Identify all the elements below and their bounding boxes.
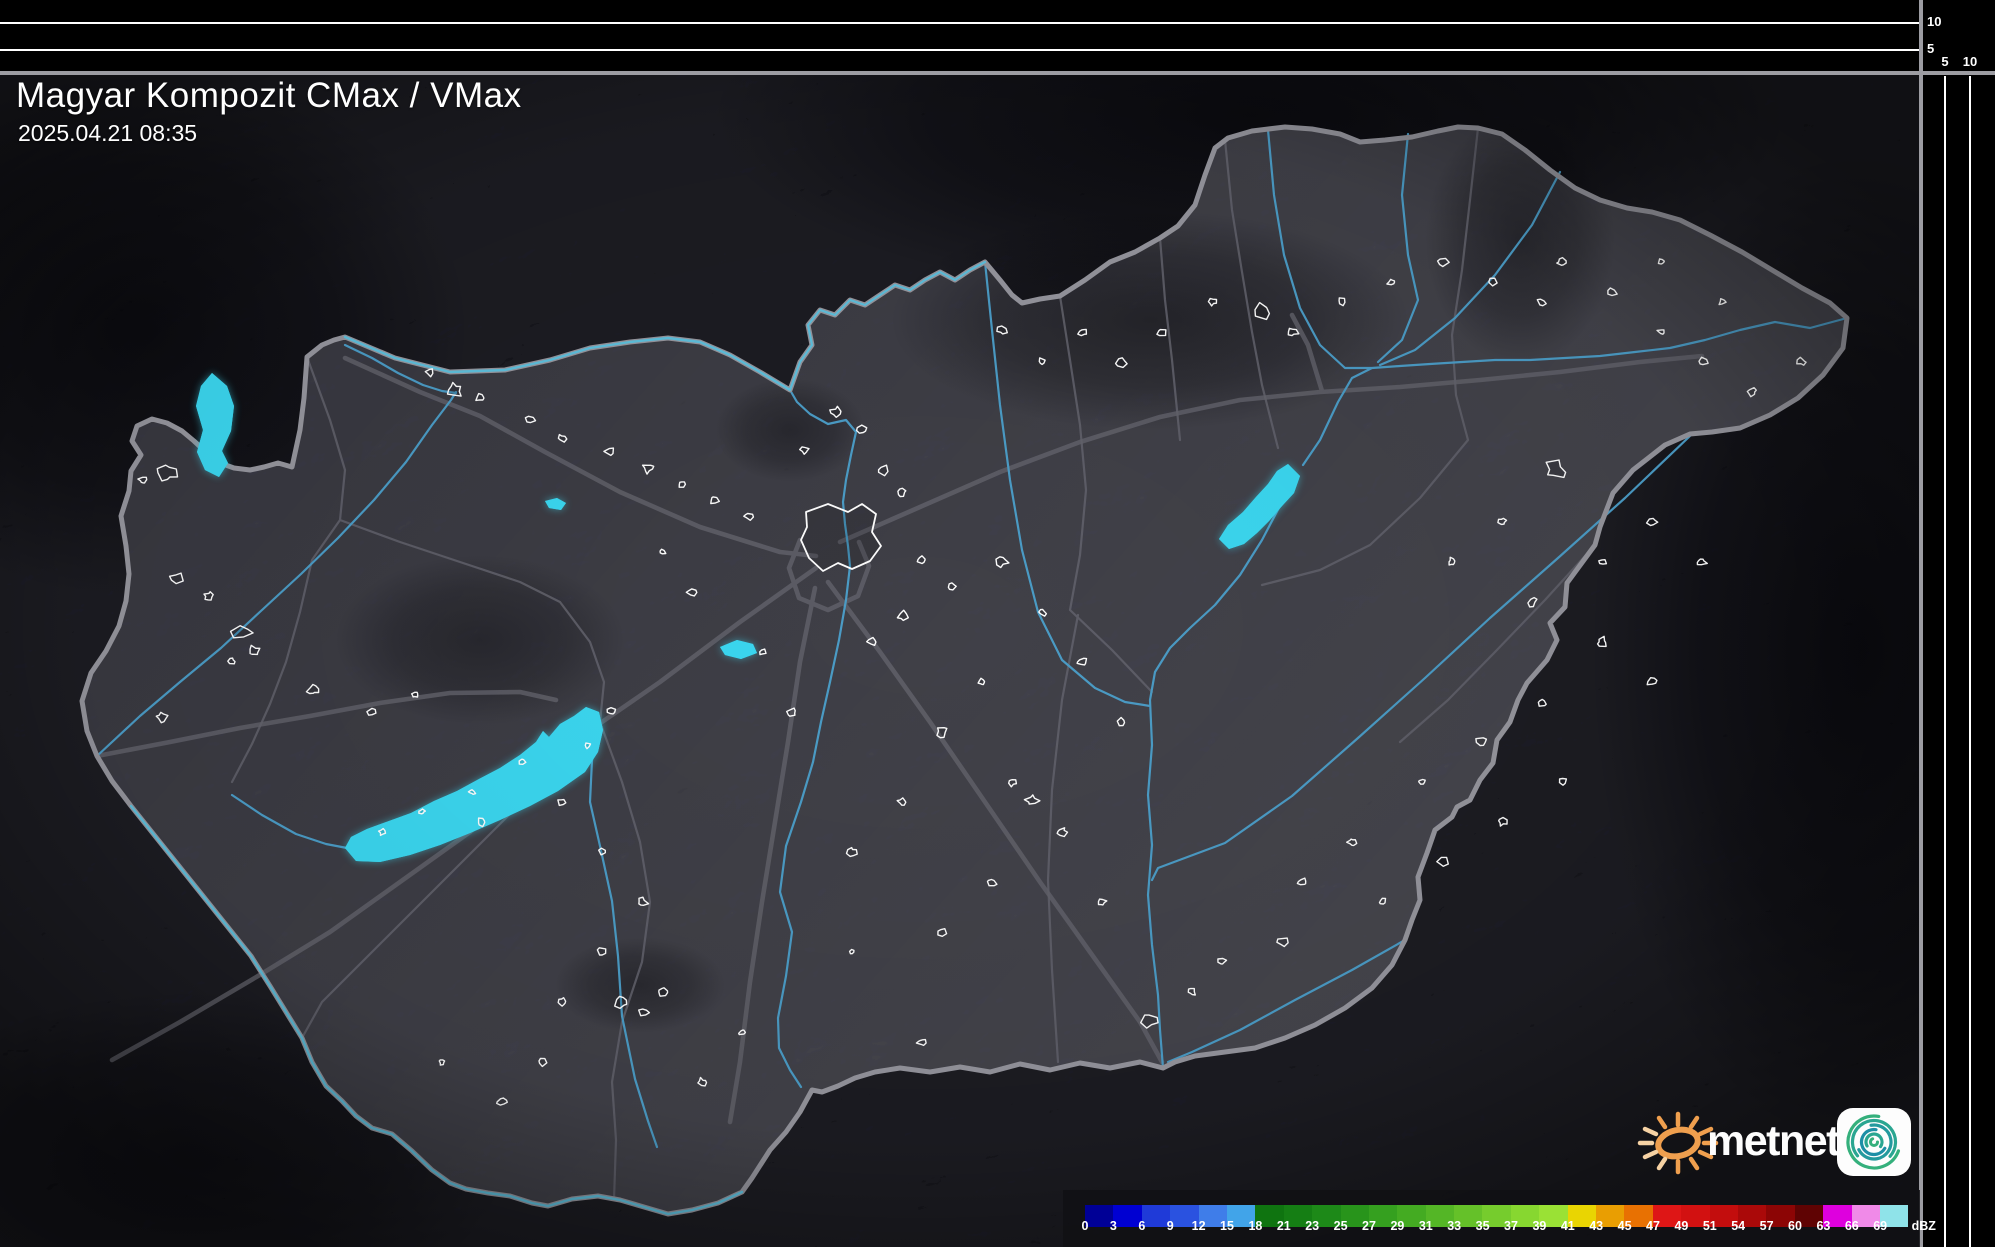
colorbar-segment	[1794, 1205, 1824, 1227]
colorbar-segment	[1823, 1205, 1852, 1227]
colorbar-tick-label: 12	[1191, 1219, 1206, 1233]
colorbar-tick-label: 23	[1305, 1219, 1320, 1233]
colorbar-tick-label: 31	[1418, 1219, 1433, 1233]
colorbar-segment	[1283, 1205, 1313, 1227]
right-axis-tick-10: 10	[1962, 54, 1978, 69]
metnet-wordmark[interactable]: metnet	[1707, 1117, 1840, 1165]
frame-vertical	[1919, 0, 1923, 1247]
top-profile-band	[0, 0, 1995, 71]
colorbar-tick-label: 39	[1532, 1219, 1547, 1233]
colorbar-segment	[1312, 1205, 1341, 1227]
colorbar-tick-label: 69	[1873, 1219, 1888, 1233]
top-profile-gridline-5	[0, 49, 1920, 51]
page-title: Magyar Kompozit CMax / VMax	[16, 76, 522, 115]
colorbar-segment	[1226, 1205, 1256, 1227]
colorbar-tick-label: 29	[1390, 1219, 1405, 1233]
vignette	[0, 75, 1919, 1247]
colorbar-segment	[1766, 1205, 1795, 1227]
top-axis-tick-5: 5	[1927, 41, 1935, 56]
colorbar-segment	[1652, 1205, 1682, 1227]
colorbar-segment	[1539, 1205, 1568, 1227]
top-profile-gridline-10	[0, 22, 1920, 24]
colorbar-tick-label: 47	[1646, 1219, 1660, 1233]
colorbar-segment	[1368, 1205, 1398, 1227]
colorbar-segment	[1510, 1205, 1540, 1227]
colorbar-tick-label: 0	[1081, 1219, 1089, 1233]
colorbar-segment	[1198, 1205, 1227, 1227]
colorbar-segment	[1255, 1205, 1284, 1227]
colorbar-tick-label: 18	[1248, 1219, 1263, 1233]
spiral-swirl-icon[interactable]	[1837, 1108, 1911, 1176]
colorbar-tick-label: 45	[1617, 1219, 1632, 1233]
colorbar-tick-label: 43	[1589, 1219, 1604, 1233]
colorbar-segment	[1085, 1205, 1114, 1227]
frame-horizontal	[0, 71, 1995, 75]
reflectivity-scale-panel: 0 3 6 9 12 15 18 21 23 25 27 29 31 33 35 37 39 41 43 45 47 49…	[1063, 1190, 1936, 1247]
colorbar-tick-label: 15	[1220, 1219, 1234, 1233]
timestamp: 2025.04.21 08:35	[18, 120, 198, 146]
colorbar-segment	[1113, 1205, 1142, 1227]
colorbar-segment	[1340, 1205, 1369, 1227]
right-profile-gridline-10	[1969, 76, 1971, 1247]
top-axis-tick-10: 10	[1927, 14, 1942, 29]
colorbar-segment	[1141, 1205, 1171, 1227]
colorbar-segment	[1681, 1205, 1710, 1227]
right-profile-gridline-5	[1944, 76, 1946, 1247]
colorbar-tick-label: 35	[1475, 1219, 1490, 1233]
colorbar-segment	[1482, 1205, 1511, 1227]
colorbar-tick-label: 9	[1166, 1219, 1174, 1233]
colorbar-segment	[1851, 1205, 1880, 1227]
colorbar-tick-label: 25	[1333, 1219, 1348, 1233]
colorbar-tick-label: 37	[1504, 1219, 1518, 1233]
colorbar-segment	[1425, 1205, 1455, 1227]
sun-icon[interactable]	[1637, 1111, 1719, 1175]
colorbar-tick-label: 66	[1844, 1219, 1859, 1233]
colorbar-tick-label: 63	[1816, 1219, 1831, 1233]
colorbar-tick-label: 21	[1276, 1219, 1291, 1233]
colorbar-segment	[1567, 1205, 1597, 1227]
colorbar-tick-label: 60	[1788, 1219, 1802, 1233]
right-profile-band	[1923, 71, 1995, 1247]
colorbar-segment	[1454, 1205, 1483, 1227]
map-canvas	[0, 75, 1919, 1247]
colorbar-segment	[1596, 1205, 1625, 1227]
colorbar-segment	[1737, 1205, 1767, 1227]
colorbar-segment	[1624, 1205, 1653, 1227]
colorbar-tick-label: 49	[1674, 1219, 1689, 1233]
colorbar-segment	[1397, 1205, 1426, 1227]
colorbar-tick-label: 54	[1731, 1219, 1746, 1233]
colorbar-swatches	[1085, 1205, 1909, 1227]
colorbar-segment	[1879, 1205, 1909, 1227]
colorbar-tick-label: 57	[1759, 1219, 1774, 1233]
colorbar-segment	[1170, 1205, 1199, 1227]
colorbar-segment	[1709, 1205, 1738, 1227]
colorbar-unit-label: dBZ	[1911, 1219, 1936, 1233]
colorbar-tick-label: 51	[1702, 1219, 1717, 1233]
colorbar-tick-label: 41	[1560, 1219, 1575, 1233]
colorbar-tick-label: 27	[1362, 1219, 1376, 1233]
colorbar-tick-label: 33	[1447, 1219, 1462, 1233]
colorbar-tick-label: 6	[1138, 1219, 1146, 1233]
colorbar-tick-label: 3	[1109, 1219, 1117, 1233]
right-axis-tick-5: 5	[1941, 54, 1949, 69]
